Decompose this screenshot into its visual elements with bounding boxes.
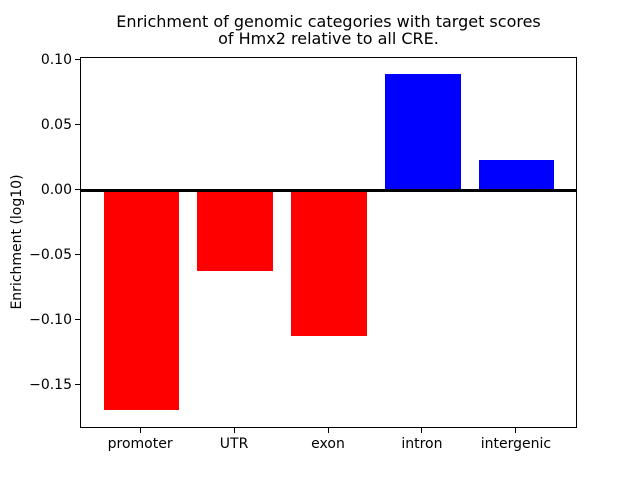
- bar-promoter: [103, 190, 179, 411]
- x-tick-mark-promoter: [139, 428, 141, 433]
- chart-title-line-1: Enrichment of genomic categories with ta…: [116, 12, 541, 31]
- y-tick-mark-−0.15: [75, 384, 80, 386]
- y-tick-label-−0.05: −0.05: [29, 246, 72, 263]
- x-tick-label-UTR: UTR: [219, 436, 249, 452]
- x-tick-label-intron: intron: [401, 436, 443, 452]
- zero-line: [81, 189, 576, 193]
- x-tick-mark-exon: [327, 428, 329, 433]
- chart-title-line-2: of Hmx2 relative to all CRE.: [218, 29, 439, 48]
- x-tick-mark-intron: [421, 428, 423, 433]
- bar-exon: [291, 190, 367, 337]
- chart-title: Enrichment of genomic categories with ta…: [80, 13, 577, 47]
- y-tick-label-0.05: 0.05: [40, 116, 72, 133]
- y-tick-mark-−0.05: [75, 254, 80, 256]
- y-tick-label-0.10: 0.10: [40, 51, 72, 68]
- x-tick-mark-intergenic: [515, 428, 517, 433]
- y-tick-mark-0.05: [75, 124, 80, 126]
- y-tick-mark-−0.10: [75, 319, 80, 321]
- x-tick-label-promoter: promoter: [107, 436, 173, 452]
- y-tick-label-−0.10: −0.10: [29, 311, 72, 328]
- y-tick-mark-0.10: [75, 59, 80, 61]
- x-tick-mark-UTR: [233, 428, 235, 433]
- bar-intron: [385, 73, 461, 191]
- y-tick-label-0.00: 0.00: [40, 181, 72, 198]
- y-tick-label-−0.15: −0.15: [29, 376, 72, 393]
- y-tick-mark-0.00: [75, 189, 80, 191]
- plot-area: [80, 57, 577, 428]
- x-tick-label-exon: exon: [311, 436, 345, 452]
- bar-intergenic: [479, 159, 555, 191]
- x-tick-label-intergenic: intergenic: [480, 436, 552, 452]
- bar-UTR: [197, 190, 273, 272]
